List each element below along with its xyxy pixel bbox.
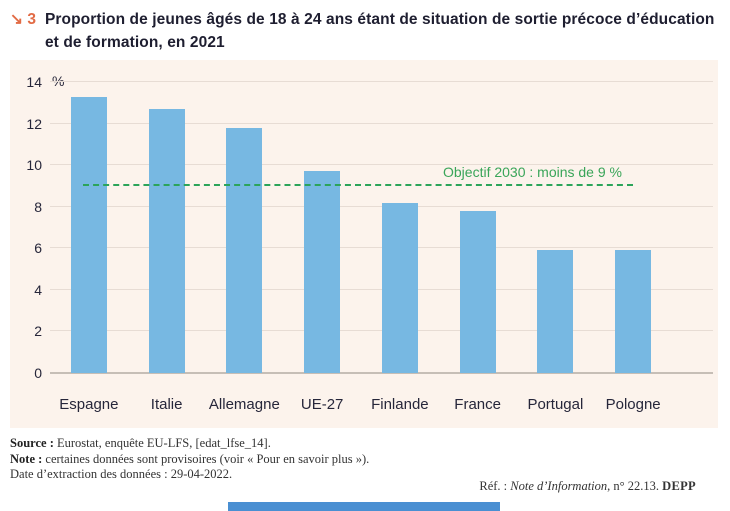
y-tick-label-8: 8 [34, 198, 42, 215]
objective-label: Objectif 2030 : moins de 9 % [443, 163, 622, 180]
y-tick-label-14: 14 [26, 74, 42, 90]
x-label-espagne: Espagne [59, 396, 119, 413]
figure-number: 3 [27, 11, 36, 28]
x-label-finlande: Finlande [371, 396, 429, 413]
gridline-2 [50, 330, 713, 332]
bar-column-france [439, 82, 517, 373]
figure-title-line2: et de formation, en 2021 [44, 34, 225, 51]
bar-column-ue-27 [283, 82, 361, 373]
chart-panel: % 0 2 4 6 8 10 12 14 Objectif 2030 : moins de 9… [10, 60, 718, 428]
source-text: Eurostat, enquête EU-LFS, [edat_lfse_14]… [53, 436, 271, 450]
ref-publication: Note d’Information [510, 479, 608, 493]
x-label-allemagne: Allemagne [208, 396, 280, 413]
bars-group [50, 82, 672, 373]
x-axis-baseline [50, 372, 713, 374]
gridline-10 [50, 164, 713, 166]
x-axis-labels: Espagne Italie Allemagne UE-27 Finlande Franc… [50, 396, 672, 413]
date-line: Date d’extraction des données : 29-04-20… [10, 467, 233, 481]
plot-area: Objectif 2030 : moins de 9 % [50, 81, 713, 374]
y-tick-label-4: 4 [34, 281, 42, 298]
bar-column-pologne [594, 82, 672, 373]
x-label-portugal: Portugal [527, 396, 584, 413]
source-label: Source : [10, 436, 54, 450]
note-text: certaines données sont provisoires (voir… [42, 451, 370, 466]
bar-italie [148, 109, 185, 373]
note-label: Note : [10, 451, 43, 466]
figure-title: Proportion de jeunes âgés de 18 à 24 ans… [45, 8, 715, 54]
ref-organization: DEPP [662, 479, 696, 493]
objective-dashed-line [83, 183, 633, 186]
bar-espagne [70, 96, 107, 373]
bar-allemagne [226, 127, 263, 373]
gridline-8 [50, 205, 713, 207]
bar-column-finlande [361, 82, 439, 373]
figure-title-line1: Proportion de jeunes âgés de 18 à 24 ans… [44, 11, 715, 28]
bar-column-allemagne [206, 82, 284, 373]
bar-france [459, 210, 496, 373]
bar-column-portugal [517, 82, 595, 373]
y-tick-label-2: 2 [34, 323, 42, 340]
figure-marker: ↘ 3 [10, 8, 36, 31]
gridline-14 [50, 81, 713, 82]
source-line: Source : Eurostat, enquête EU-LFS, [edat… [10, 436, 369, 452]
bar-ue-27 [304, 171, 341, 373]
y-tick-label-10: 10 [26, 157, 42, 174]
bar-column-italie [128, 82, 206, 373]
ref-prefix: Réf. : [479, 479, 511, 493]
bar-pologne [615, 250, 652, 373]
x-label-france: France [454, 396, 501, 413]
x-label-pologne: Pologne [605, 396, 661, 413]
bar-finlande [381, 202, 418, 373]
bar-portugal [537, 250, 574, 373]
note-line: Note : certaines données sont provisoire… [10, 452, 369, 468]
y-axis-tick-labels: 0 2 4 6 8 10 12 14 [10, 74, 42, 381]
arrow-down-right-icon: ↘ [10, 11, 23, 28]
x-label-italie: Italie [150, 396, 183, 413]
ref-number: , n° 22.13. [607, 479, 663, 493]
gridline-4 [50, 288, 713, 290]
bar-column-espagne [50, 82, 128, 373]
figure-title-block: ↘ 3 Proportion de jeunes âgés de 18 à 24… [10, 8, 722, 54]
y-tick-label-6: 6 [34, 240, 42, 257]
gridline-12 [50, 122, 713, 124]
gridline-6 [50, 247, 713, 249]
horizontal-scrollbar-thumb[interactable] [228, 502, 500, 511]
footer-notes: Source : Eurostat, enquête EU-LFS, [edat… [10, 436, 369, 483]
y-tick-label-12: 12 [26, 115, 42, 132]
y-tick-label-0: 0 [34, 365, 42, 381]
reference-line: Réf. : Note d’Information, n° 22.13. DEP… [479, 479, 696, 494]
x-label-ue-27: UE-27 [300, 396, 344, 413]
